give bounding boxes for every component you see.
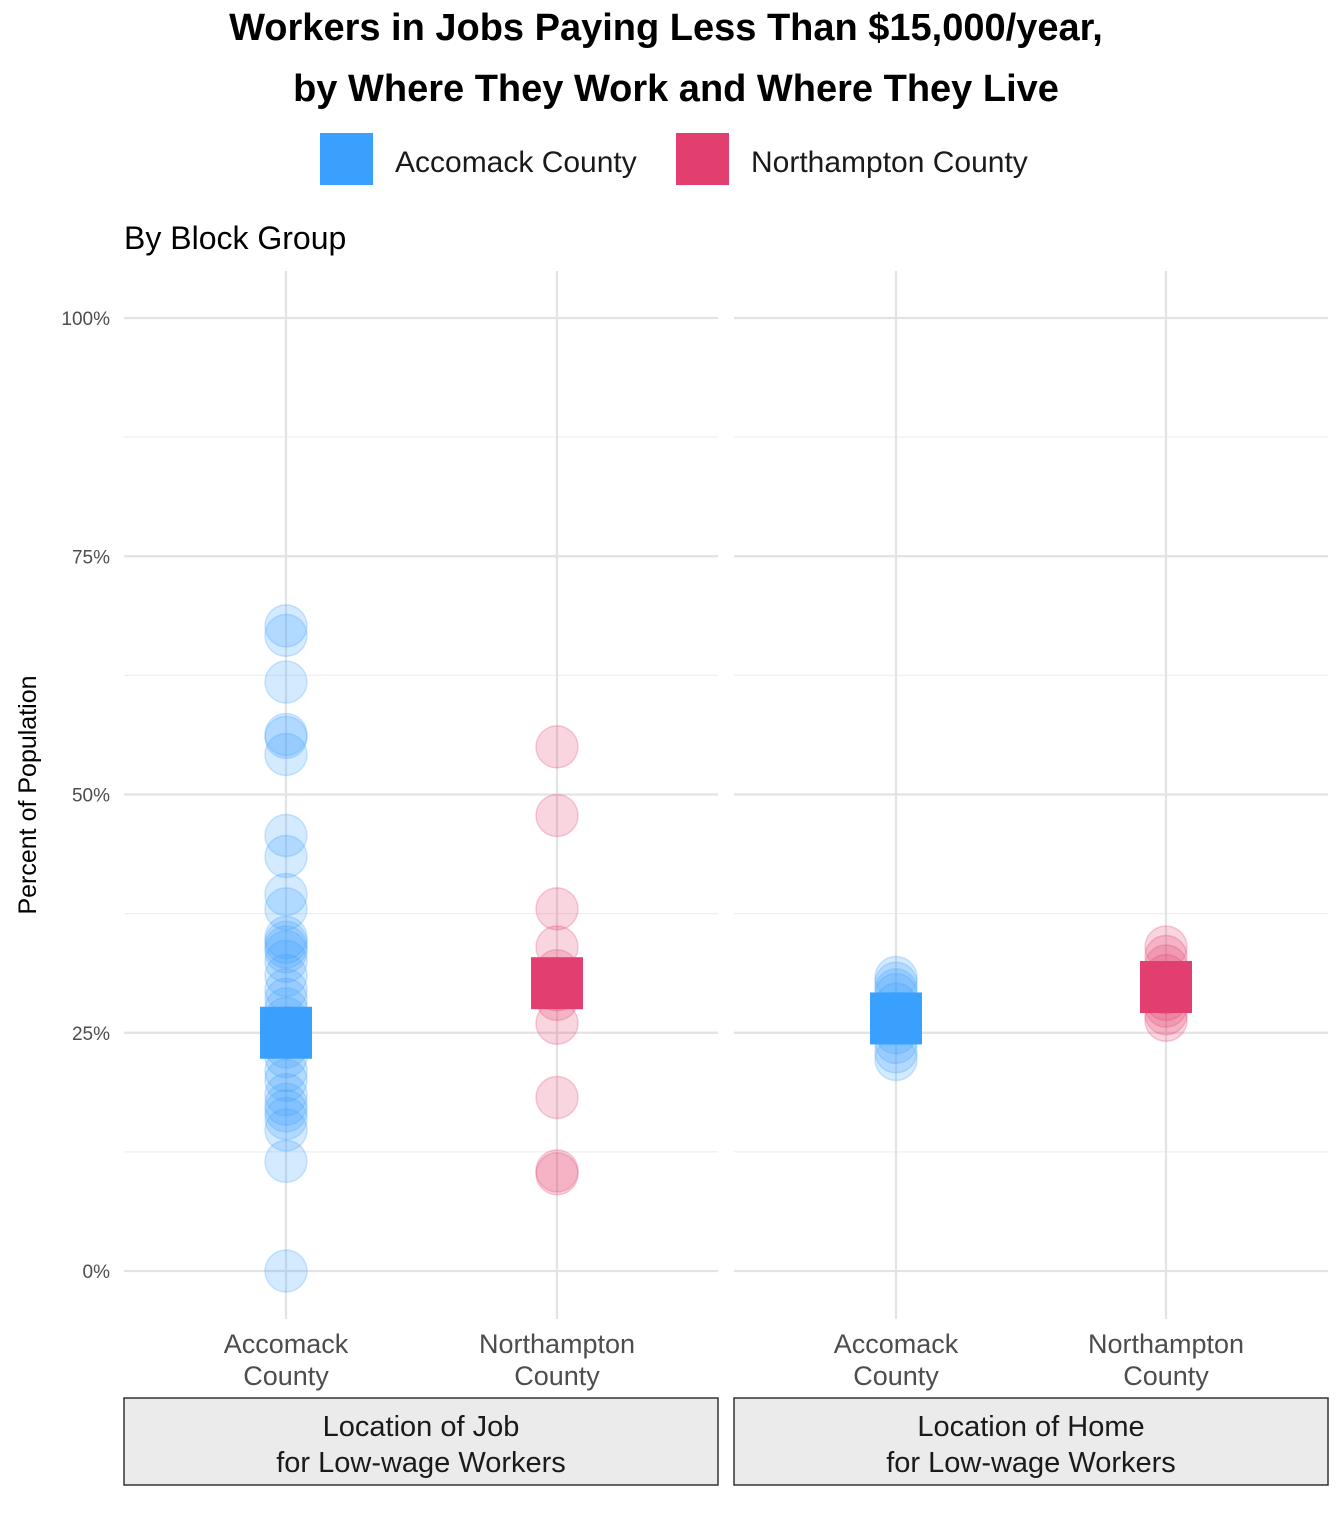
data-point xyxy=(264,660,308,704)
y-axis-ticks: 0% 25% 50% 75% 100% xyxy=(61,309,110,1283)
legend-swatch-northampton xyxy=(676,133,729,185)
data-point xyxy=(535,793,579,838)
y-axis-label: Percent of Population xyxy=(14,675,42,914)
data-point xyxy=(264,1108,308,1152)
panel-x-ticks: Accomack County Northampton County xyxy=(224,1329,635,1391)
x-tick-accomack-line1: Accomack xyxy=(834,1329,959,1359)
panel-x-ticks: Accomack County Northampton County xyxy=(834,1329,1244,1391)
data-point xyxy=(264,1139,308,1184)
data-point xyxy=(264,604,308,648)
mean-marker xyxy=(1140,961,1192,1014)
data-point xyxy=(874,955,918,1000)
facet-strip-job-line2: for Low-wage Workers xyxy=(276,1447,566,1479)
data-point xyxy=(264,925,308,969)
panel-marks xyxy=(870,925,1192,1082)
data-point xyxy=(264,915,308,960)
data-point xyxy=(264,920,308,964)
data-point xyxy=(264,813,308,858)
legend-label-accomack: Accomack County xyxy=(395,146,637,179)
data-point xyxy=(264,732,308,777)
x-tick-accomack-line2: County xyxy=(853,1361,939,1391)
facet-strip-home-line2: for Low-wage Workers xyxy=(886,1447,1176,1479)
y-tick-label: 50% xyxy=(72,786,110,807)
mean-marker xyxy=(531,957,583,1010)
legend-swatch-accomack xyxy=(320,133,373,185)
data-point xyxy=(264,715,308,760)
x-tick-northampton-line2: County xyxy=(1123,1361,1209,1391)
y-tick-label: 100% xyxy=(61,309,110,330)
chart-title-line2: by Where They Work and Where They Live xyxy=(293,68,1059,110)
data-point xyxy=(264,834,308,879)
data-point xyxy=(264,929,308,974)
panel-grid xyxy=(124,271,718,1319)
panel-location-of-home: Accomack County Northampton County Locat… xyxy=(733,271,1329,1486)
data-point xyxy=(535,1152,579,1196)
data-point xyxy=(264,1249,308,1293)
panel-location-of-job: Accomack County Northampton County Locat… xyxy=(123,271,719,1486)
panel-grid xyxy=(734,271,1328,1319)
chart-title: Workers in Jobs Paying Less Than $15,000… xyxy=(229,7,1103,49)
x-tick-northampton-line1: Northampton xyxy=(1088,1329,1244,1359)
legend-label-northampton: Northampton County xyxy=(751,146,1028,179)
data-point xyxy=(264,1058,308,1103)
y-tick-label: 75% xyxy=(72,547,110,568)
facet-strip-home-line1: Location of Home xyxy=(917,1411,1144,1443)
facet-strip-job-line1: Location of Job xyxy=(323,1411,520,1443)
data-point xyxy=(264,1072,308,1117)
data-point xyxy=(264,1096,308,1141)
y-tick-label: 25% xyxy=(72,1024,110,1045)
chart-subtitle: By Block Group xyxy=(124,220,346,256)
facet-strip-home xyxy=(733,1397,1329,1486)
data-point xyxy=(264,1082,308,1126)
data-point xyxy=(264,712,308,757)
data-point xyxy=(535,887,579,931)
x-tick-northampton-line1: Northampton xyxy=(479,1329,635,1359)
data-point xyxy=(264,939,308,984)
data-point xyxy=(535,725,579,769)
mean-marker xyxy=(870,992,922,1045)
panel-marks xyxy=(260,604,583,1293)
data-point xyxy=(535,1149,579,1193)
x-tick-northampton-line2: County xyxy=(514,1361,600,1391)
data-point xyxy=(264,613,308,658)
facet-strip-job xyxy=(123,1397,719,1486)
y-tick-label: 0% xyxy=(83,1262,111,1283)
data-point xyxy=(264,887,308,931)
legend: Accomack County Northampton County xyxy=(320,133,1028,185)
data-point xyxy=(264,1089,308,1133)
x-tick-accomack-line1: Accomack xyxy=(224,1329,349,1359)
data-point xyxy=(264,953,308,998)
x-tick-accomack-line2: County xyxy=(243,1361,329,1391)
data-point xyxy=(264,872,308,917)
data-point xyxy=(535,1075,579,1120)
mean-marker xyxy=(260,1006,312,1059)
